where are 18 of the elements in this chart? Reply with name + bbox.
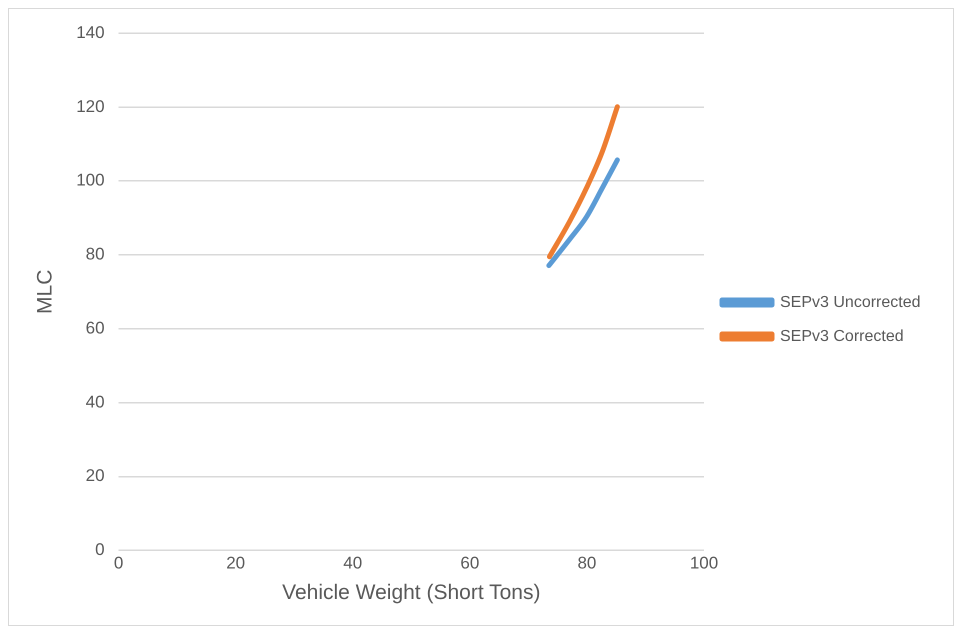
y-tick-label: 0 <box>95 540 105 560</box>
y-tick-label: 100 <box>76 170 105 190</box>
x-tick-label: 60 <box>460 553 480 572</box>
y-tick-label: 140 <box>76 22 105 42</box>
x-tick-label: 40 <box>343 553 362 572</box>
legend-label: SEPv3 Corrected <box>780 328 904 345</box>
y-tick-label: 40 <box>86 392 105 412</box>
y-tick-label: 120 <box>76 96 105 116</box>
legend-label: SEPv3 Uncorrected <box>780 294 921 311</box>
y-tick-label: 60 <box>86 318 105 338</box>
x-tick-label: 0 <box>114 553 124 572</box>
x-tick-label: 80 <box>577 553 596 572</box>
y-tick-label: 80 <box>86 244 105 264</box>
y-tick-label: 20 <box>86 466 105 486</box>
y-axis-title: MLC <box>33 270 56 314</box>
x-tick-label: 100 <box>690 553 718 572</box>
x-axis-title: Vehicle Weight (Short Tons) <box>282 581 540 604</box>
x-tick-label: 20 <box>226 553 246 572</box>
